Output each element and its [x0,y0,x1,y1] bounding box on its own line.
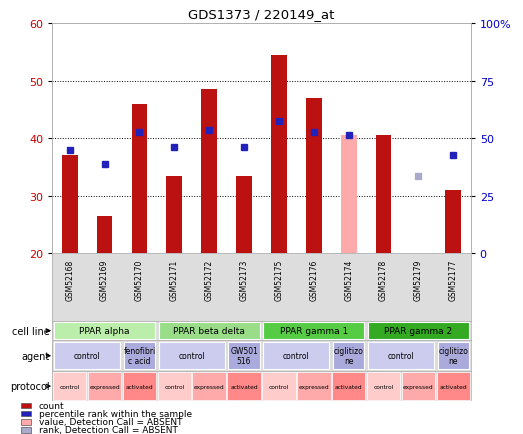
Text: GSM52170: GSM52170 [135,259,144,301]
Bar [437,372,470,400]
Text: value, Detection Call = ABSENT: value, Detection Call = ABSENT [39,418,182,426]
Bar [376,136,391,254]
Text: rank, Detection Call = ABSENT: rank, Detection Call = ABSENT [39,425,177,434]
Bar [124,342,155,370]
Bar [54,322,155,340]
Bar [297,372,331,400]
Bar [367,372,400,400]
Text: control: control [388,352,414,360]
Bar [228,372,261,400]
Text: activated: activated [335,384,362,389]
Bar [446,191,461,254]
Bar [229,342,260,370]
Bar [21,427,31,433]
Text: GDS1373 / 220149_at: GDS1373 / 220149_at [188,8,335,21]
Text: control: control [178,352,205,360]
Bar [341,136,357,254]
Text: GSM52178: GSM52178 [379,259,388,300]
Text: GSM52175: GSM52175 [275,259,283,301]
Bar [97,217,112,254]
Text: expressed: expressed [194,384,224,389]
Bar [62,156,77,254]
Text: control: control [60,384,80,389]
Text: GSM52171: GSM52171 [170,259,179,300]
Text: activated: activated [230,384,258,389]
Bar [368,322,469,340]
Bar [368,342,434,370]
Bar [21,403,31,408]
Text: percentile rank within the sample: percentile rank within the sample [39,409,192,418]
Text: expressed: expressed [89,384,120,389]
Text: PPAR gamma 2: PPAR gamma 2 [384,326,452,335]
Bar [201,90,217,254]
Text: activated: activated [126,384,153,389]
Bar [158,322,260,340]
Bar [166,176,182,254]
Text: control: control [74,352,100,360]
Bar [333,342,365,370]
Bar [263,342,329,370]
Text: control: control [373,384,394,389]
Text: GSM52169: GSM52169 [100,259,109,301]
Text: cell line: cell line [12,326,50,336]
Text: control: control [283,352,310,360]
Text: ciglitizo
ne: ciglitizo ne [334,346,363,365]
Bar [262,372,295,400]
Bar [21,419,31,424]
Text: ciglitizo
ne: ciglitizo ne [438,346,468,365]
Bar [88,372,121,400]
Bar [263,322,365,340]
Text: fenofibri
c acid: fenofibri c acid [123,346,155,365]
Bar [54,342,120,370]
Bar [192,372,226,400]
Bar [123,372,156,400]
Bar [438,342,469,370]
Text: GSM52172: GSM52172 [204,259,214,300]
Text: GSM52168: GSM52168 [65,259,74,300]
Bar [158,342,225,370]
Bar [402,372,435,400]
Text: expressed: expressed [299,384,329,389]
Text: control: control [269,384,289,389]
Text: expressed: expressed [403,384,434,389]
Text: PPAR gamma 1: PPAR gamma 1 [280,326,348,335]
Bar [157,372,191,400]
Bar [306,99,322,254]
Bar [332,372,366,400]
Text: activated: activated [439,384,467,389]
Text: GSM52176: GSM52176 [309,259,319,301]
Bar [132,104,147,254]
Text: GSM52179: GSM52179 [414,259,423,301]
Text: GSM52173: GSM52173 [240,259,248,301]
Text: count: count [39,401,64,410]
Text: GW501
516: GW501 516 [230,346,258,365]
Bar [21,411,31,417]
Text: agent: agent [21,351,50,361]
Bar [236,176,252,254]
Text: PPAR beta delta: PPAR beta delta [173,326,245,335]
Bar [411,254,426,363]
Text: protocol: protocol [10,381,50,391]
Text: GSM52177: GSM52177 [449,259,458,301]
Bar [53,372,86,400]
Text: GSM52174: GSM52174 [344,259,353,301]
Bar [271,56,287,254]
Text: PPAR alpha: PPAR alpha [79,326,130,335]
Text: control: control [164,384,185,389]
